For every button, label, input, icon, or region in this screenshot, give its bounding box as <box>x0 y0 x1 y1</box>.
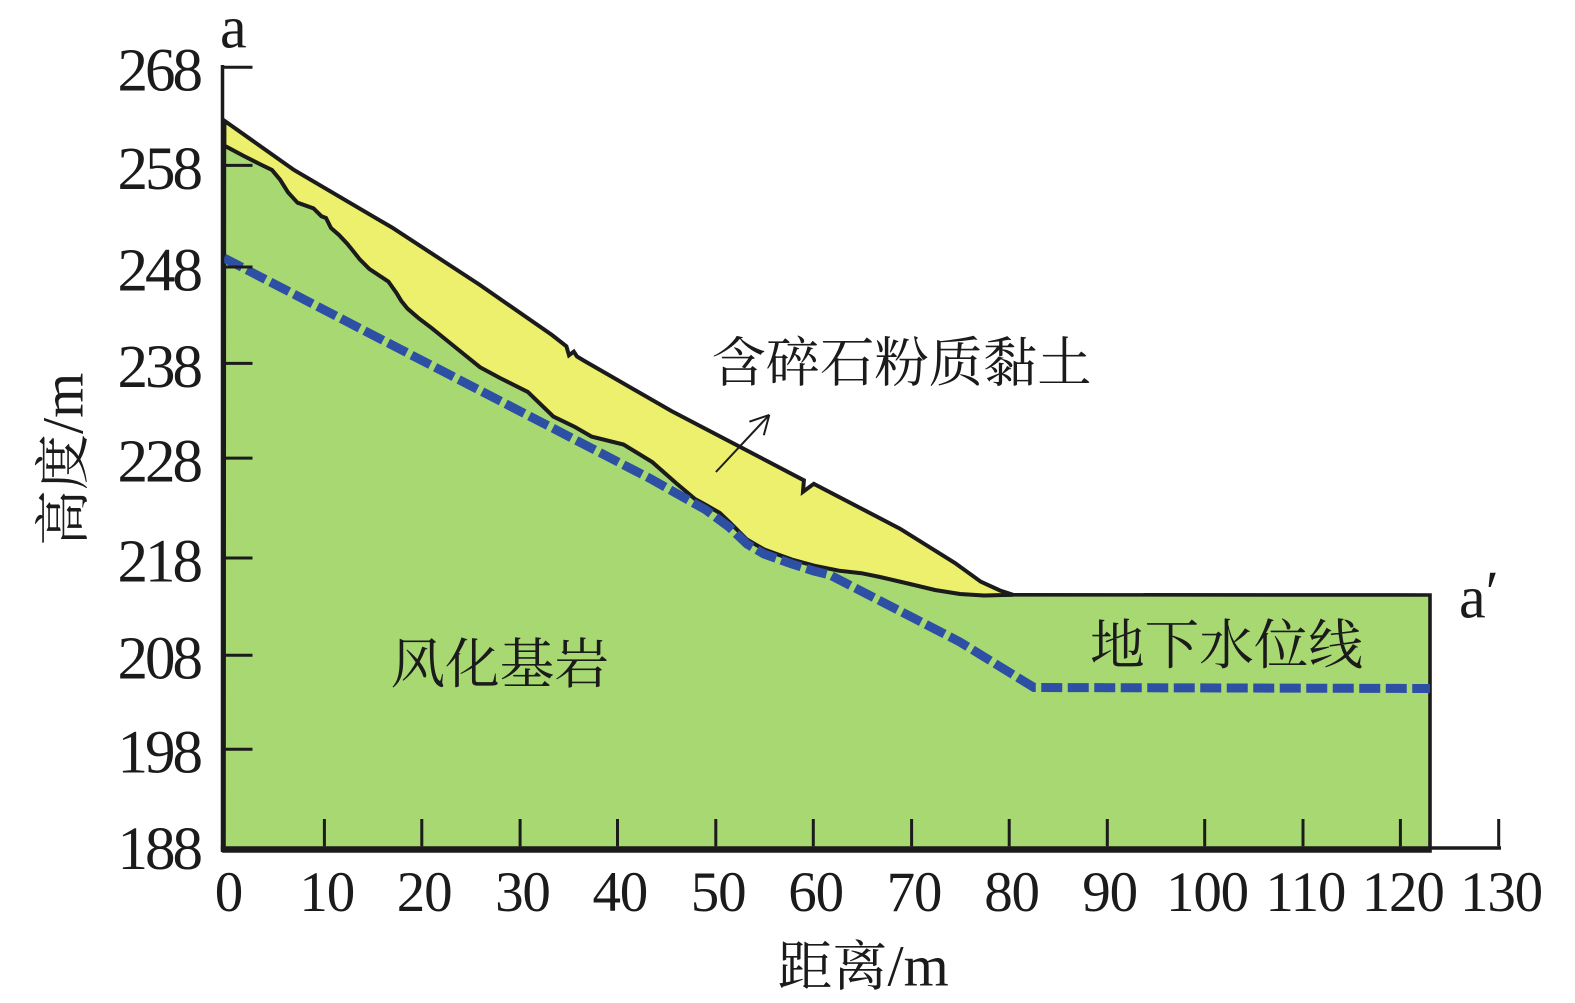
svg-text:/m: /m <box>888 934 949 999</box>
svg-text:188: 188 <box>118 816 202 883</box>
svg-text:40: 40 <box>592 861 647 924</box>
svg-text:a: a <box>220 0 247 61</box>
svg-text:20: 20 <box>397 861 452 924</box>
svg-text:30: 30 <box>495 861 550 924</box>
svg-text:258: 258 <box>118 136 202 203</box>
svg-text:218: 218 <box>118 528 202 595</box>
svg-text:10: 10 <box>299 861 354 924</box>
svg-text:100: 100 <box>1166 861 1248 924</box>
svg-text:80: 80 <box>984 861 1039 924</box>
svg-text:228: 228 <box>118 429 202 496</box>
svg-text:130: 130 <box>1460 861 1542 924</box>
svg-text:90: 90 <box>1082 861 1137 924</box>
svg-text:110: 110 <box>1265 861 1345 924</box>
svg-text:120: 120 <box>1362 861 1444 924</box>
svg-text:238: 238 <box>118 334 202 401</box>
svg-text:248: 248 <box>118 237 202 304</box>
svg-text:50: 50 <box>691 861 746 924</box>
svg-text:268: 268 <box>118 38 202 105</box>
svg-text:198: 198 <box>118 720 202 787</box>
svg-text:a′: a′ <box>1459 560 1499 631</box>
svg-text:/m: /m <box>31 373 96 434</box>
svg-text:60: 60 <box>788 861 843 924</box>
svg-text:0: 0 <box>215 861 242 924</box>
svg-text:70: 70 <box>887 861 942 924</box>
svg-text:208: 208 <box>118 626 202 693</box>
